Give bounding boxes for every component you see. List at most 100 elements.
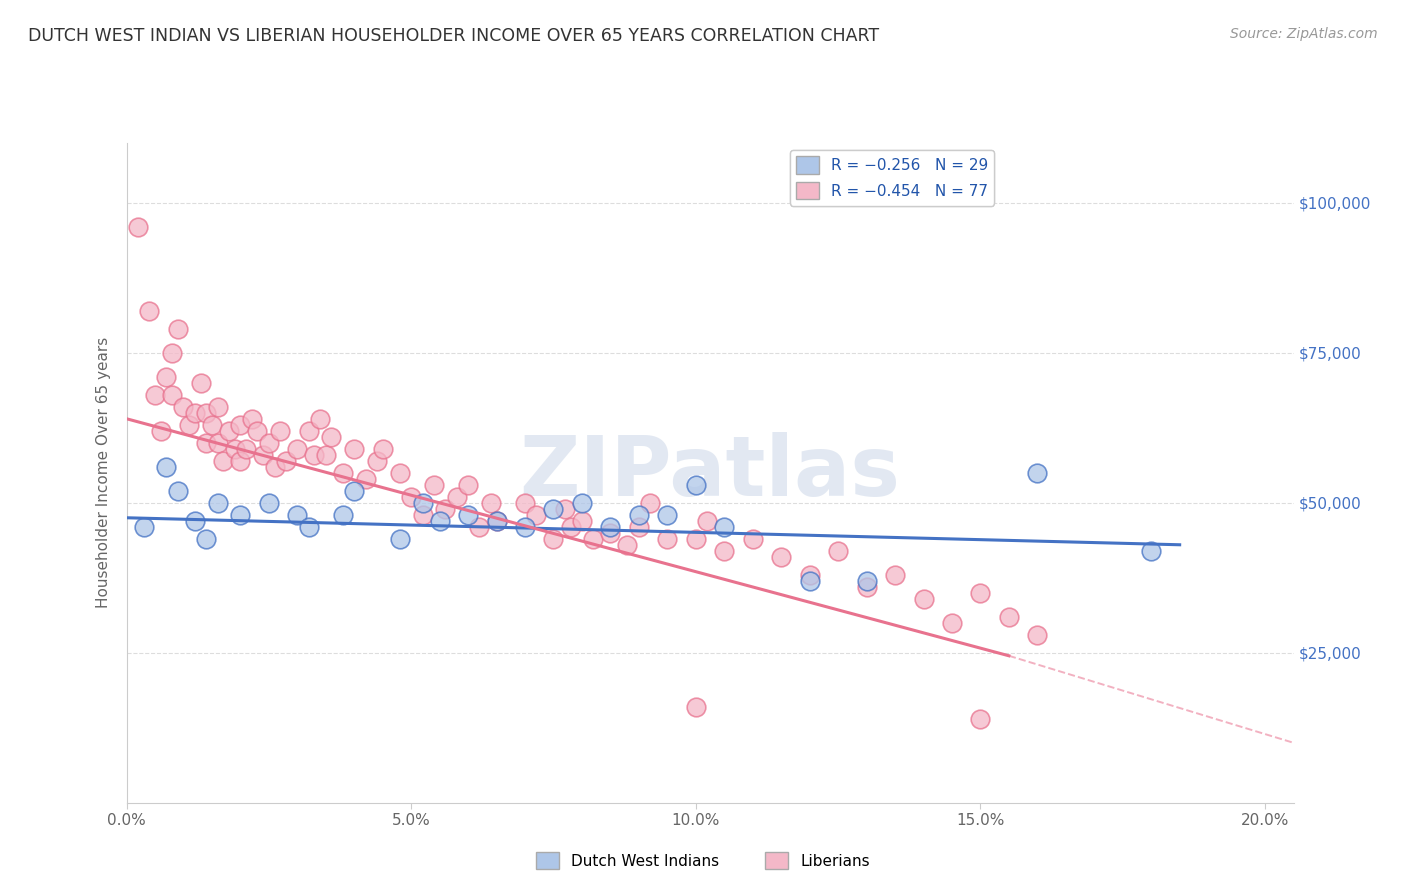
Point [827,543,849,558]
Point [160,345,183,359]
Point [166,483,188,498]
Point [998,609,1021,624]
Point [638,496,661,510]
Point [160,388,183,402]
Legend: Dutch West Indians, Liberians: Dutch West Indians, Liberians [530,846,876,875]
Point [285,442,308,456]
Point [1140,543,1163,558]
Point [184,514,207,528]
Point [332,466,354,480]
Point [195,435,218,450]
Y-axis label: Householder Income Over 65 years: Householder Income Over 65 years [96,337,111,608]
Point [526,508,548,522]
Point [224,442,246,456]
Point [149,424,172,438]
Point [770,549,793,564]
Point [285,508,308,522]
Point [657,508,679,522]
Point [298,424,321,438]
Point [446,490,468,504]
Point [184,406,207,420]
Point [554,501,576,516]
Point [543,501,565,516]
Point [560,520,582,534]
Point [127,219,149,234]
Point [969,712,991,726]
Point [212,454,235,468]
Point [343,483,366,498]
Point [201,417,224,432]
Point [179,417,201,432]
Point [315,448,337,462]
Point [799,574,821,588]
Point [429,514,451,528]
Point [485,514,508,528]
Point [155,369,177,384]
Point [388,532,411,546]
Point [166,322,188,336]
Legend: R = −0.256   N = 29, R = −0.454   N = 77: R = −0.256 N = 29, R = −0.454 N = 77 [790,151,994,205]
Point [229,417,252,432]
Point [696,514,718,528]
Text: Source: ZipAtlas.com: Source: ZipAtlas.com [1230,27,1378,41]
Point [309,411,332,425]
Point [582,532,605,546]
Point [207,496,229,510]
Point [657,532,679,546]
Point [616,538,638,552]
Point [513,496,536,510]
Point [371,442,394,456]
Point [855,574,877,588]
Point [274,454,297,468]
Point [218,424,240,438]
Point [132,520,155,534]
Point [799,567,821,582]
Point [257,435,280,450]
Point [138,303,160,318]
Point [423,477,446,491]
Point [332,508,354,522]
Point [1026,628,1049,642]
Point [195,406,218,420]
Point [412,496,434,510]
Point [235,442,257,456]
Point [155,459,177,474]
Point [388,466,411,480]
Point [240,411,263,425]
Point [143,388,166,402]
Point [252,448,274,462]
Text: DUTCH WEST INDIAN VS LIBERIAN HOUSEHOLDER INCOME OVER 65 YEARS CORRELATION CHART: DUTCH WEST INDIAN VS LIBERIAN HOUSEHOLDE… [28,27,879,45]
Point [229,508,252,522]
Point [172,400,194,414]
Point [685,532,707,546]
Point [855,580,877,594]
Point [713,520,735,534]
Point [912,591,935,606]
Point [195,532,218,546]
Point [571,514,593,528]
Point [457,477,479,491]
Point [321,430,343,444]
Point [257,496,280,510]
Point [685,699,707,714]
Text: ZIPatlas: ZIPatlas [520,433,900,513]
Point [599,520,621,534]
Point [246,424,269,438]
Point [207,400,229,414]
Point [412,508,434,522]
Point [685,477,707,491]
Point [263,459,285,474]
Point [190,376,212,390]
Point [468,520,491,534]
Point [207,435,229,450]
Point [343,442,366,456]
Point [354,472,377,486]
Point [479,496,502,510]
Point [485,514,508,528]
Point [366,454,388,468]
Point [941,615,963,630]
Point [599,525,621,540]
Point [627,520,650,534]
Point [969,586,991,600]
Point [269,424,291,438]
